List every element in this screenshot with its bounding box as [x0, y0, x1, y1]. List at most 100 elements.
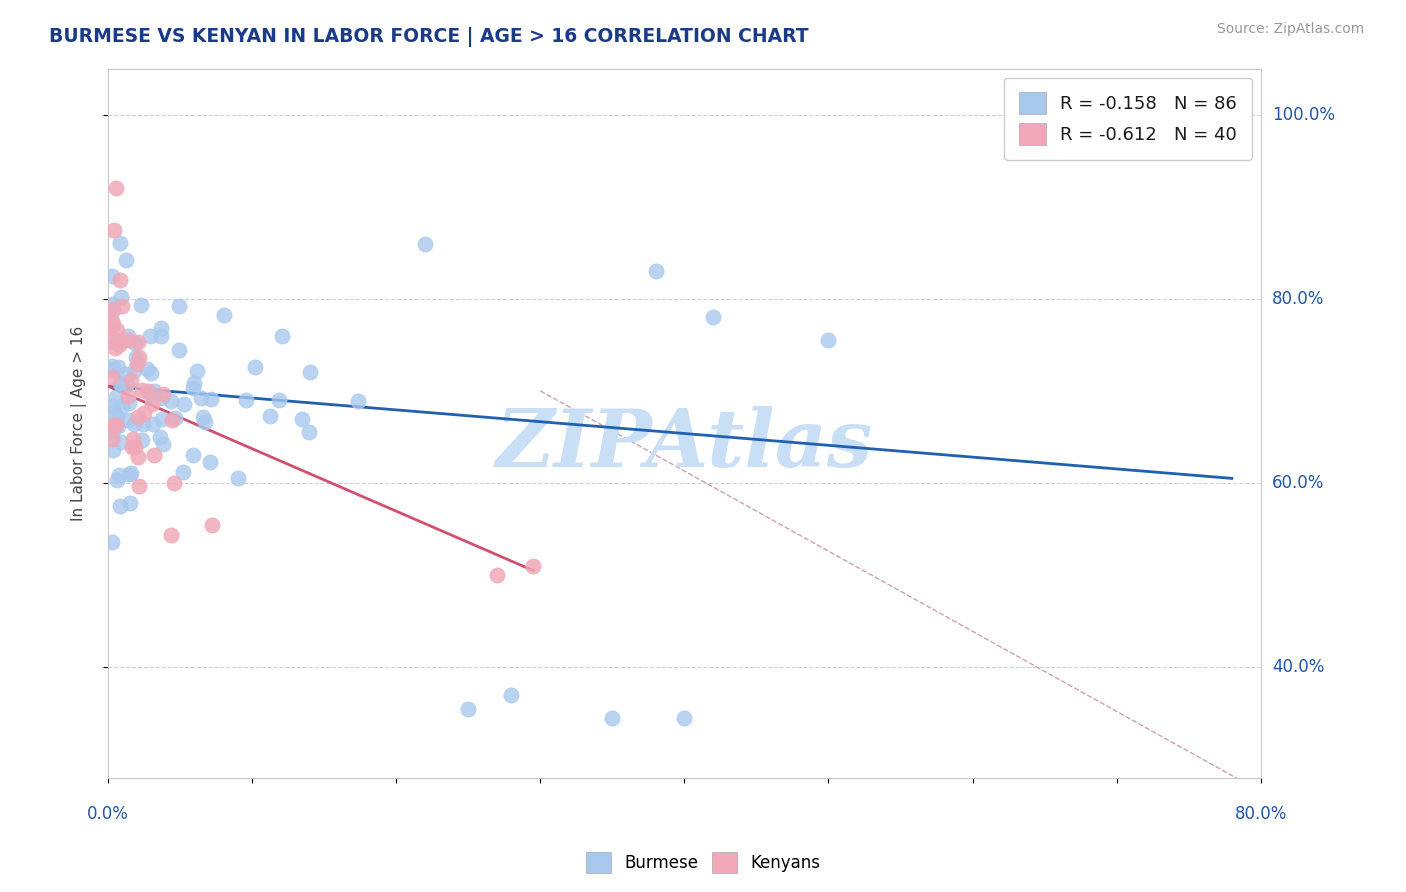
Point: [142, 417, 165, 431]
Point: [132, 406, 155, 420]
Point: [522, 558, 544, 573]
Point: [115, 252, 138, 267]
Point: [115, 376, 138, 391]
Point: [131, 383, 153, 397]
Point: [108, 376, 131, 390]
Point: [817, 333, 839, 347]
Point: [212, 309, 235, 323]
Point: [101, 331, 124, 345]
Text: Source: ZipAtlas.com: Source: ZipAtlas.com: [1216, 22, 1364, 37]
Point: [103, 334, 125, 348]
Point: [138, 329, 160, 343]
Text: 100.0%: 100.0%: [1272, 105, 1334, 124]
Point: [114, 367, 136, 381]
Text: 80.0%: 80.0%: [1272, 290, 1324, 308]
Point: [259, 409, 281, 424]
Point: [142, 448, 165, 462]
Point: [101, 370, 124, 384]
Point: [201, 518, 224, 533]
Point: [108, 235, 131, 250]
Point: [150, 411, 173, 425]
Legend: R = -0.158   N = 86, R = -0.612   N = 40: R = -0.158 N = 86, R = -0.612 N = 40: [1004, 78, 1251, 160]
Point: [149, 430, 172, 444]
Point: [183, 376, 205, 391]
Point: [127, 334, 149, 349]
Point: [108, 499, 131, 513]
Point: [486, 568, 509, 582]
Point: [110, 333, 132, 347]
Point: [159, 394, 181, 409]
Point: [105, 181, 128, 195]
Point: [139, 388, 162, 402]
Point: [160, 412, 183, 426]
Point: [141, 397, 163, 411]
Point: [270, 329, 292, 343]
Point: [291, 412, 314, 426]
Point: [173, 397, 195, 411]
Point: [702, 310, 724, 325]
Text: 80.0%: 80.0%: [1234, 805, 1286, 823]
Point: [128, 351, 150, 365]
Point: [190, 392, 212, 406]
Point: [124, 440, 146, 454]
Point: [121, 440, 143, 454]
Point: [101, 268, 124, 283]
Point: [117, 389, 139, 403]
Y-axis label: In Labor Force | Age > 16: In Labor Force | Age > 16: [72, 326, 87, 521]
Point: [200, 392, 222, 406]
Point: [149, 329, 172, 343]
Point: [117, 413, 139, 427]
Point: [105, 473, 128, 487]
Point: [110, 290, 132, 304]
Point: [127, 450, 149, 464]
Point: [149, 320, 172, 334]
Point: [104, 390, 127, 404]
Point: [124, 364, 146, 378]
Point: [163, 476, 186, 491]
Point: [298, 425, 321, 440]
Point: [129, 297, 152, 311]
Point: [501, 688, 523, 702]
Point: [101, 302, 124, 317]
Point: [101, 426, 124, 441]
Point: [160, 528, 183, 542]
Point: [104, 417, 127, 432]
Point: [235, 392, 257, 407]
Point: [101, 318, 124, 332]
Point: [121, 432, 143, 446]
Point: [167, 299, 190, 313]
Point: [163, 411, 186, 425]
Point: [136, 384, 159, 399]
Point: [108, 467, 131, 482]
Point: [110, 435, 132, 450]
Text: 0.0%: 0.0%: [87, 805, 129, 823]
Legend: Burmese, Kenyans: Burmese, Kenyans: [579, 846, 827, 880]
Point: [644, 264, 666, 278]
Point: [120, 466, 142, 480]
Point: [117, 333, 139, 347]
Point: [101, 359, 124, 373]
Point: [107, 419, 129, 434]
Point: [110, 376, 132, 390]
Point: [136, 362, 159, 376]
Point: [673, 711, 696, 725]
Point: [132, 417, 155, 431]
Point: [457, 701, 479, 715]
Point: [128, 479, 150, 493]
Point: [347, 394, 370, 409]
Point: [183, 448, 205, 462]
Point: [150, 391, 173, 405]
Point: [243, 360, 266, 375]
Point: [118, 396, 141, 410]
Text: 60.0%: 60.0%: [1272, 474, 1324, 492]
Point: [125, 357, 148, 371]
Point: [413, 236, 436, 251]
Point: [108, 273, 131, 287]
Point: [120, 373, 142, 387]
Point: [101, 297, 124, 311]
Point: [101, 362, 124, 376]
Point: [198, 455, 221, 469]
Point: [122, 417, 145, 432]
Point: [101, 442, 124, 457]
Point: [298, 366, 321, 380]
